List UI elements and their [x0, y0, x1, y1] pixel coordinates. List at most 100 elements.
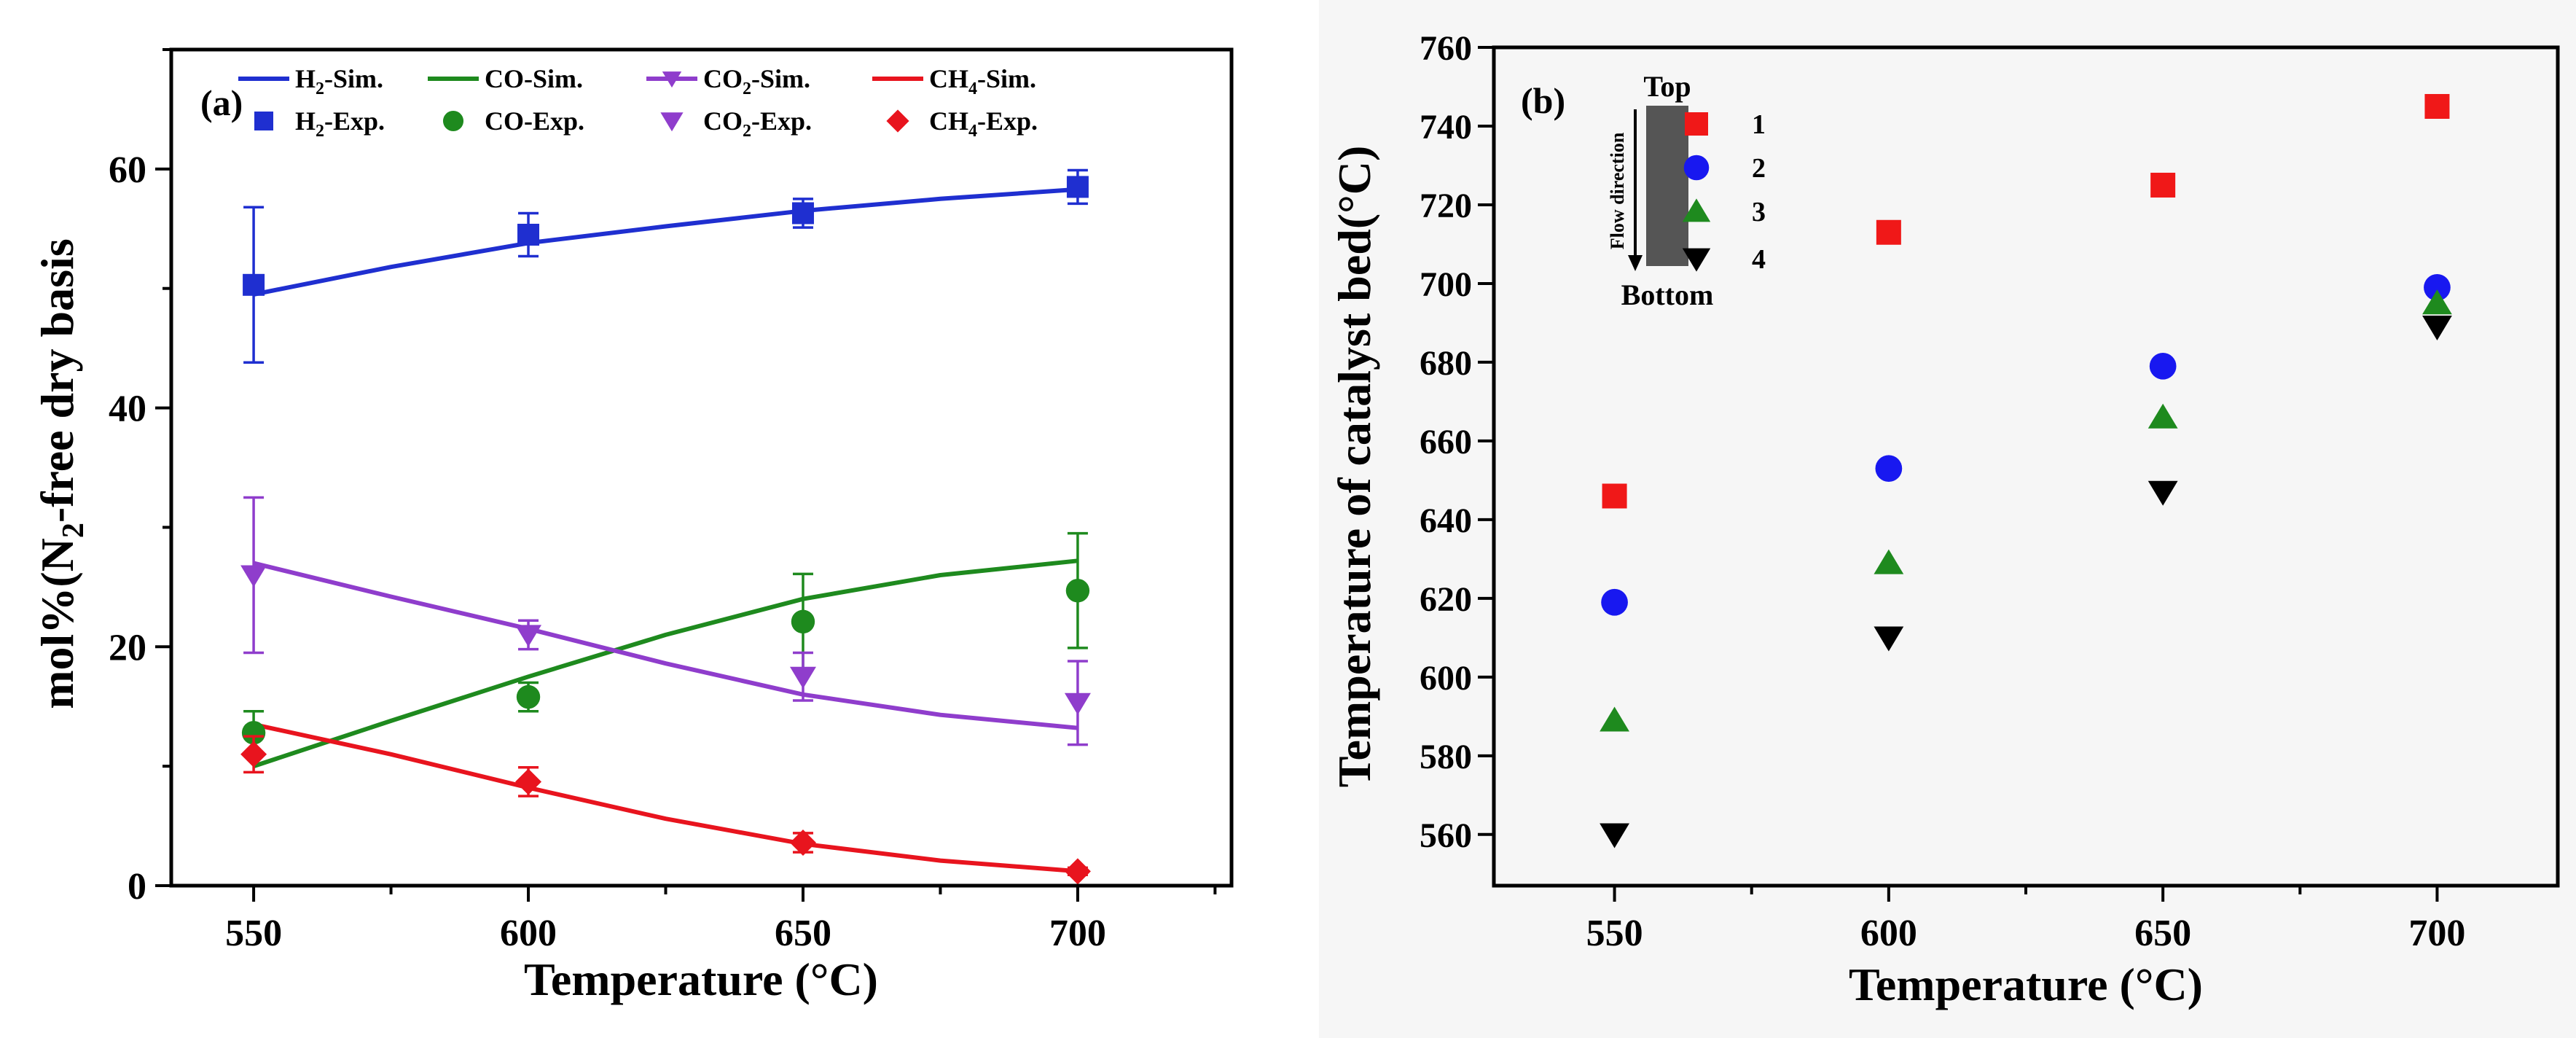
- ylabel-part-1: mol%(N: [31, 538, 83, 709]
- y-tick-label: 40: [109, 389, 146, 430]
- legend-label: H2-Exp.: [295, 106, 385, 141]
- y-tick-label: 580: [1420, 738, 1472, 776]
- exp-point-CO2: [1064, 692, 1091, 715]
- panel-b-x-axis-label: Temperature (°C): [1849, 959, 2203, 1010]
- inset-top-label: Top: [1643, 70, 1691, 103]
- exp-point-CH4: [515, 768, 542, 795]
- exp-point-H2: [791, 202, 814, 225]
- exp-point-CO2: [515, 625, 542, 647]
- exp-point-CO: [516, 684, 541, 709]
- y-tick-label: 560: [1420, 816, 1472, 855]
- x-tick-label: 600: [1860, 913, 1917, 954]
- inset-position-label: 1: [1752, 109, 1766, 140]
- y-tick-label: 20: [109, 627, 146, 668]
- legend-exp-marker-CO: [442, 110, 464, 132]
- y-tick-label: 720: [1420, 187, 1472, 225]
- bed-point-1: [1602, 483, 1627, 509]
- legend-label: CO-Sim.: [485, 64, 583, 93]
- legend-label: CO2-Sim.: [703, 64, 810, 98]
- bed-point-2: [1875, 455, 1903, 483]
- bed-point-1: [2150, 172, 2176, 198]
- exp-point-CH4: [1064, 858, 1091, 885]
- exp-point-CO: [241, 721, 266, 745]
- x-tick-label: 650: [2134, 913, 2191, 954]
- panel-a-y-axis-label: mol%(N2-free dry basis: [31, 238, 90, 709]
- y-tick-label: 740: [1420, 108, 1472, 147]
- bed-point-2: [1601, 588, 1628, 616]
- inset-position-label: 2: [1752, 153, 1766, 184]
- exp-point-CH4: [240, 741, 267, 768]
- legend-label: CH4-Sim.: [929, 64, 1036, 98]
- legend-label: CH4-Exp.: [929, 106, 1038, 141]
- bed-point-1: [2424, 93, 2450, 119]
- panel-a-plot-area: [240, 168, 1091, 885]
- panel-a-frame: [169, 47, 1234, 888]
- inset-marker-4: [1682, 248, 1711, 272]
- bed-point-2: [2149, 352, 2177, 380]
- y-tick-label: 660: [1420, 423, 1472, 461]
- bed-point-3: [2148, 403, 2178, 429]
- y-tick-label: 0: [128, 866, 146, 908]
- legend-label: CO-Exp.: [485, 106, 584, 136]
- y-tick-label: 700: [1420, 265, 1472, 304]
- exp-point-H2: [517, 223, 540, 246]
- y-tick-label: 680: [1420, 344, 1472, 383]
- bed-point-4: [2422, 316, 2452, 341]
- inset-flow-direction-label: Flow direction: [1607, 132, 1628, 249]
- bed-point-4: [2148, 480, 2178, 506]
- inset-position-label: 4: [1752, 244, 1766, 275]
- y-tick-label: 640: [1420, 502, 1472, 540]
- bed-point-3: [2422, 289, 2452, 315]
- legend-label: CO2-Exp.: [703, 106, 812, 141]
- panel-a-ticks: 550 600 650 700 0 20 40 60: [109, 48, 1217, 954]
- flow-arrow-icon: [1628, 255, 1643, 271]
- sim-line-CO: [253, 558, 1078, 768]
- sim-line-CO2: [253, 561, 1078, 730]
- panel-b-inset-legend: Top Bottom Flow direction 1 2 3 4: [1607, 70, 1766, 311]
- bed-point-2: [2424, 273, 2451, 301]
- exp-point-CO: [1065, 579, 1090, 603]
- bed-point-3: [1874, 549, 1904, 574]
- catalyst-bed-column: [1646, 106, 1688, 266]
- panel-b-ticks: 550 600 650 700 560 580 600 620 640 660 680 700 720 7…: [1420, 29, 2465, 954]
- sim-line-H2: [253, 187, 1078, 297]
- legend-label: H2-Sim.: [295, 64, 383, 98]
- panel-b-chart: 550 600 650 700 560 580 600 620 640 660 680 700 720 7…: [1328, 29, 2560, 1010]
- inset-marker-2: [1683, 155, 1710, 181]
- x-tick-label: 700: [2408, 913, 2465, 954]
- inset-marker-3: [1682, 198, 1711, 222]
- legend-exp-marker-H2: [254, 112, 273, 130]
- bed-point-1: [1876, 219, 1901, 245]
- panel-b-background: [1319, 0, 2576, 1038]
- legend-exp-marker-CO2: [660, 112, 684, 132]
- panel-a-label: (a): [200, 82, 243, 123]
- inset-position-label: 3: [1752, 197, 1766, 227]
- inset-markers: 1 2 3 4: [1682, 109, 1766, 275]
- bed-point-3: [1600, 706, 1629, 732]
- y-tick-label: 760: [1420, 29, 1472, 68]
- exp-point-CO: [791, 609, 815, 634]
- bed-point-4: [1874, 626, 1904, 652]
- legend-sim-marker-CO2: [662, 71, 682, 88]
- legend-exp-marker-CH4: [886, 109, 909, 133]
- exp-point-CH4: [789, 830, 816, 856]
- y-tick-label: 600: [1420, 659, 1472, 698]
- panel-b-label: (b): [1521, 80, 1565, 121]
- x-tick-label: 700: [1049, 913, 1106, 954]
- exp-point-CO2: [789, 666, 816, 689]
- panel-a-x-axis-label: Temperature (°C): [524, 953, 878, 1005]
- panel-b-y-axis-label: Temperature of catalyst bed(°C): [1328, 146, 1380, 788]
- inset-marker-1: [1685, 112, 1708, 136]
- inset-bottom-label: Bottom: [1621, 278, 1714, 311]
- panel-b-plot-area: [1600, 93, 2452, 848]
- exp-point-CO2: [240, 565, 267, 588]
- sim-line-CH4: [253, 722, 1078, 874]
- x-tick-label: 600: [500, 913, 557, 954]
- ylabel-part-2: -free dry basis: [31, 238, 83, 523]
- exp-point-H2: [1066, 176, 1089, 198]
- x-tick-label: 550: [1586, 913, 1643, 954]
- y-tick-label: 60: [109, 149, 146, 191]
- bed-point-4: [1600, 823, 1629, 848]
- ylabel-subscript: 2: [57, 523, 90, 538]
